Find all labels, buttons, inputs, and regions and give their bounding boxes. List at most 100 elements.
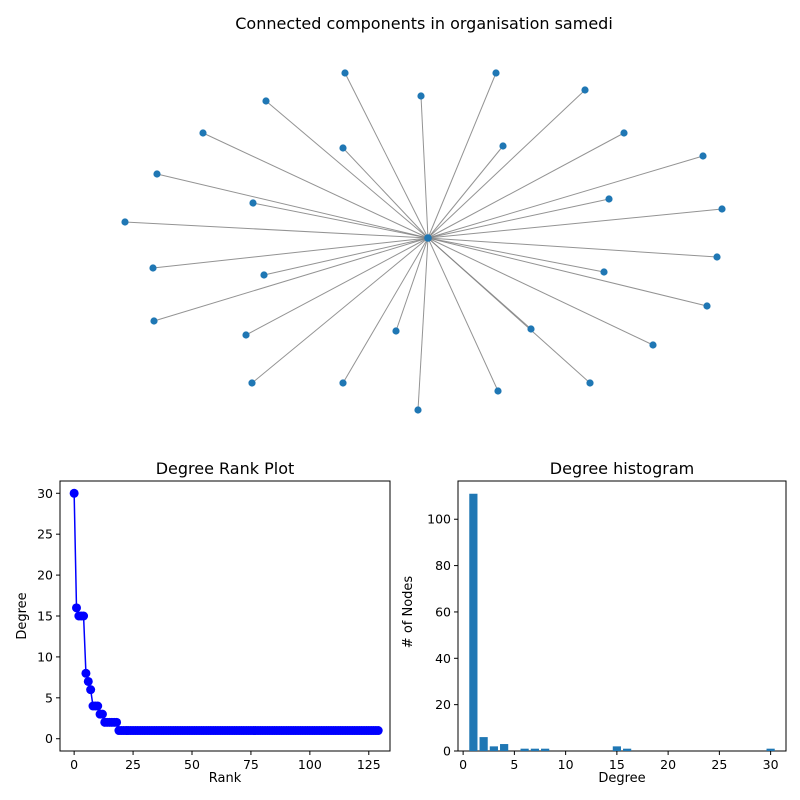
network-edge — [427, 208, 723, 239]
network-edge — [252, 202, 429, 239]
network-node — [713, 253, 721, 261]
rank-ytick-label: 0 — [45, 731, 53, 746]
network-edge — [427, 89, 586, 239]
histogram-bar — [489, 746, 498, 751]
rank-point — [72, 603, 81, 613]
network-edge — [427, 132, 625, 239]
hist-ytick-label: 20 — [435, 697, 451, 712]
network-node — [121, 218, 129, 226]
network-edge — [156, 173, 429, 239]
rank-series-line — [73, 493, 379, 732]
network-edge — [427, 237, 605, 273]
rank-ytick-label: 30 — [37, 486, 53, 501]
hist-xtick-label: 25 — [711, 757, 727, 772]
network-edge — [427, 72, 497, 239]
histogram-bars — [469, 493, 775, 751]
network-edge — [344, 72, 429, 239]
rank-plot-frame — [59, 480, 391, 752]
network-node — [605, 195, 613, 203]
histogram-bar — [479, 737, 488, 751]
network-node — [262, 97, 270, 105]
rank-xtick-label: 100 — [298, 757, 322, 772]
rank-point — [81, 668, 91, 678]
network-node — [718, 205, 726, 213]
rank-point — [93, 701, 103, 711]
rank-ytick-label: 5 — [45, 690, 53, 705]
histogram-bar — [612, 746, 621, 751]
network-hub-node — [424, 234, 432, 242]
network-node — [417, 92, 425, 100]
rank-xtick-label: 0 — [70, 757, 78, 772]
rank-ytick-label: 20 — [37, 568, 53, 583]
hist-xtick-label: 5 — [510, 757, 518, 772]
rank-point — [97, 709, 107, 719]
degree-histogram: Degree histogram 0 5 10 15 20 25 30 0 20 40 60 80 10… — [401, 459, 787, 786]
network-edge — [427, 237, 654, 346]
histogram-bar — [530, 748, 539, 751]
histogram-bar — [469, 493, 478, 751]
histogram-bar — [500, 744, 509, 751]
hist-ytick-label: 0 — [443, 744, 451, 759]
degree-rank-plot: Degree Rank Plot 0 25 50 75 100 125 0 5 10 15 20 25… — [15, 459, 391, 786]
network-node — [242, 331, 250, 339]
rank-ytick-label: 15 — [37, 609, 53, 624]
network-node — [260, 271, 268, 279]
network-node — [600, 268, 608, 276]
network-node — [699, 152, 707, 160]
network-node — [249, 199, 257, 207]
rank-plot-ylabel: Degree — [15, 592, 30, 639]
histogram-ticks: 0 5 10 15 20 25 30 0 20 40 60 80 100 — [427, 512, 778, 772]
rank-point — [69, 488, 79, 498]
network-edge — [152, 237, 429, 269]
hist-ytick-label: 60 — [435, 604, 451, 619]
rank-point — [112, 717, 122, 727]
rank-ytick-label: 25 — [37, 527, 53, 542]
network-edge — [427, 145, 504, 239]
network-edge — [427, 237, 499, 392]
network-node — [339, 379, 347, 387]
histogram-ylabel: # of Nodes — [401, 576, 416, 649]
rank-xtick-label: 25 — [125, 757, 141, 772]
network-edge — [420, 95, 429, 239]
network-node — [527, 325, 535, 333]
hist-xtick-label: 10 — [558, 757, 574, 772]
network-edge — [427, 198, 610, 239]
network-node — [492, 69, 500, 77]
network-node — [620, 129, 628, 137]
histogram-bar — [520, 748, 529, 751]
network-node — [341, 69, 349, 77]
hist-xtick-label: 0 — [459, 757, 467, 772]
network-node — [499, 142, 507, 150]
network-node — [149, 264, 157, 272]
network-node — [581, 86, 589, 94]
rank-point — [373, 726, 383, 736]
network-edge — [153, 237, 429, 322]
network-edge — [202, 132, 429, 239]
network-edge — [263, 237, 429, 276]
network-edge — [245, 237, 429, 336]
network-node — [392, 327, 400, 335]
network-node — [703, 302, 711, 310]
rank-plot-ticks: 0 25 50 75 100 125 0 5 10 15 20 25 30 — [37, 486, 381, 772]
hist-xtick-label: 20 — [660, 757, 676, 772]
hist-ytick-label: 80 — [435, 558, 451, 573]
figure-title: Connected components in organisation sam… — [235, 14, 613, 33]
rank-ytick-label: 10 — [37, 649, 53, 664]
rank-point — [86, 685, 96, 695]
network-node — [494, 387, 502, 395]
histogram-bar — [541, 748, 550, 751]
hist-ytick-label: 100 — [427, 512, 451, 527]
hist-xtick-label: 15 — [609, 757, 625, 772]
network-node — [586, 379, 594, 387]
histogram-bar — [623, 748, 632, 751]
network-edge — [124, 221, 429, 239]
rank-plot-series — [69, 488, 383, 736]
network-edge — [427, 237, 708, 307]
network-node — [248, 379, 256, 387]
rank-xtick-label: 75 — [243, 757, 259, 772]
network-edge — [265, 100, 429, 239]
hist-ytick-label: 40 — [435, 651, 451, 666]
histogram-frame — [457, 480, 787, 752]
rank-xtick-label: 50 — [184, 757, 200, 772]
